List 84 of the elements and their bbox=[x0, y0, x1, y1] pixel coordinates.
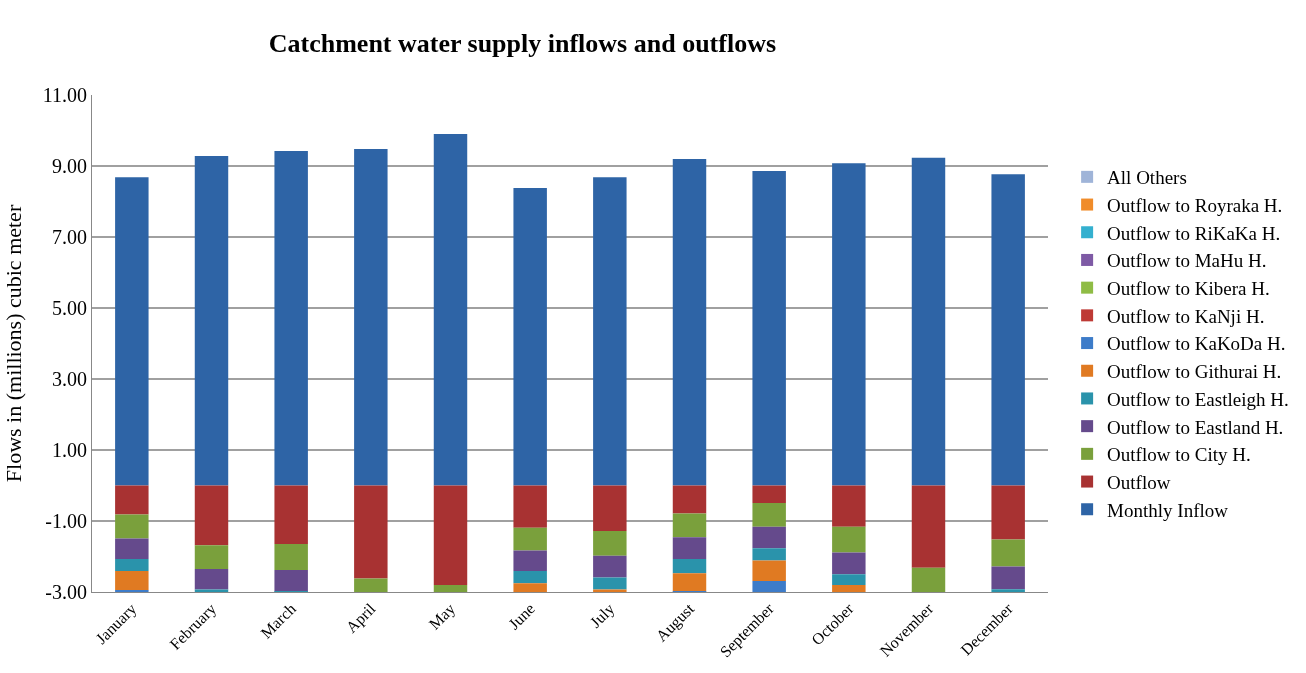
bar bbox=[593, 530, 627, 556]
bar bbox=[194, 485, 229, 546]
bar bbox=[991, 589, 1025, 592]
bar bbox=[274, 485, 308, 545]
legend-label: Outflow to KaKoDa H. bbox=[1107, 333, 1286, 355]
bar bbox=[911, 157, 946, 486]
bar bbox=[433, 485, 468, 585]
legend-label: Outflow to Eastleigh H. bbox=[1107, 388, 1289, 410]
bar bbox=[593, 177, 627, 486]
bar bbox=[513, 485, 547, 528]
bar bbox=[752, 526, 786, 549]
y-tick-label: 3.00 bbox=[52, 368, 87, 390]
bar bbox=[752, 560, 786, 581]
bar bbox=[433, 134, 468, 486]
bar bbox=[115, 485, 149, 515]
y-tick-label: 9.00 bbox=[52, 155, 87, 177]
bar bbox=[274, 544, 308, 570]
y-tick-label: 5.00 bbox=[52, 297, 87, 319]
y-tick-label: 11.00 bbox=[42, 84, 87, 106]
legend-label: Outflow to Kibera H. bbox=[1107, 278, 1270, 300]
bar bbox=[354, 578, 388, 592]
bar bbox=[832, 485, 866, 527]
bar bbox=[991, 539, 1025, 567]
bar bbox=[194, 156, 229, 486]
bar bbox=[115, 558, 149, 572]
bar bbox=[832, 574, 866, 585]
bar bbox=[672, 573, 707, 592]
legend-label: Outflow to MaHu H. bbox=[1107, 250, 1267, 272]
legend-label: Monthly Inflow bbox=[1107, 499, 1229, 521]
bar bbox=[991, 174, 1025, 486]
bar bbox=[194, 568, 229, 590]
bar bbox=[752, 502, 786, 527]
y-tick-label: 7.00 bbox=[52, 226, 87, 248]
legend-label: Outflow to Eastland H. bbox=[1107, 416, 1284, 438]
bar bbox=[513, 527, 547, 551]
bar bbox=[115, 571, 149, 591]
legend-label: All Others bbox=[1107, 167, 1187, 189]
bar bbox=[991, 485, 1025, 540]
bar bbox=[832, 163, 866, 486]
bar bbox=[672, 485, 707, 514]
bar bbox=[672, 158, 707, 486]
x-tick-label: June bbox=[505, 599, 538, 633]
bar bbox=[832, 526, 866, 553]
bar bbox=[593, 555, 627, 578]
bar bbox=[991, 566, 1025, 590]
bar bbox=[513, 571, 547, 584]
bar bbox=[672, 537, 707, 559]
y-axis-title: Flows in (millions) cubic meter bbox=[0, 204, 26, 483]
legend-label: Outflow to KaNji H. bbox=[1107, 305, 1265, 327]
legend-label: Outflow to Royraka H. bbox=[1107, 194, 1283, 216]
bar bbox=[115, 514, 149, 539]
bar bbox=[593, 485, 627, 531]
bar bbox=[354, 148, 388, 486]
bar bbox=[274, 569, 308, 592]
bar bbox=[832, 552, 866, 575]
bar bbox=[752, 548, 786, 561]
legend-label: Outflow bbox=[1107, 471, 1171, 493]
bar bbox=[672, 513, 707, 538]
y-tick-label: -3.00 bbox=[45, 581, 87, 603]
bar bbox=[194, 545, 229, 569]
y-tick-label: -1.00 bbox=[45, 510, 87, 532]
bar bbox=[513, 188, 547, 486]
x-tick-label: July bbox=[586, 599, 619, 632]
y-tick-label: 1.00 bbox=[52, 439, 87, 461]
bar bbox=[752, 581, 786, 592]
bar bbox=[752, 170, 786, 486]
chart-title: Catchment water supply inflows and outflows bbox=[268, 28, 777, 58]
bar bbox=[513, 583, 547, 592]
bar bbox=[911, 567, 946, 592]
legend-label: Outflow to City H. bbox=[1107, 444, 1251, 466]
bar bbox=[433, 584, 468, 592]
bar bbox=[274, 151, 308, 486]
bar bbox=[115, 177, 149, 486]
bar bbox=[752, 485, 786, 503]
bar bbox=[513, 550, 547, 572]
legend-label: Outflow to RiKaKa H. bbox=[1107, 222, 1281, 244]
bar bbox=[672, 558, 707, 574]
legend-label: Outflow to Githurai H. bbox=[1107, 361, 1282, 383]
bar bbox=[832, 584, 866, 592]
bar bbox=[115, 538, 149, 559]
x-tick-label: May bbox=[425, 599, 459, 634]
bar bbox=[911, 485, 946, 568]
bar bbox=[354, 485, 388, 579]
bar bbox=[593, 577, 627, 590]
